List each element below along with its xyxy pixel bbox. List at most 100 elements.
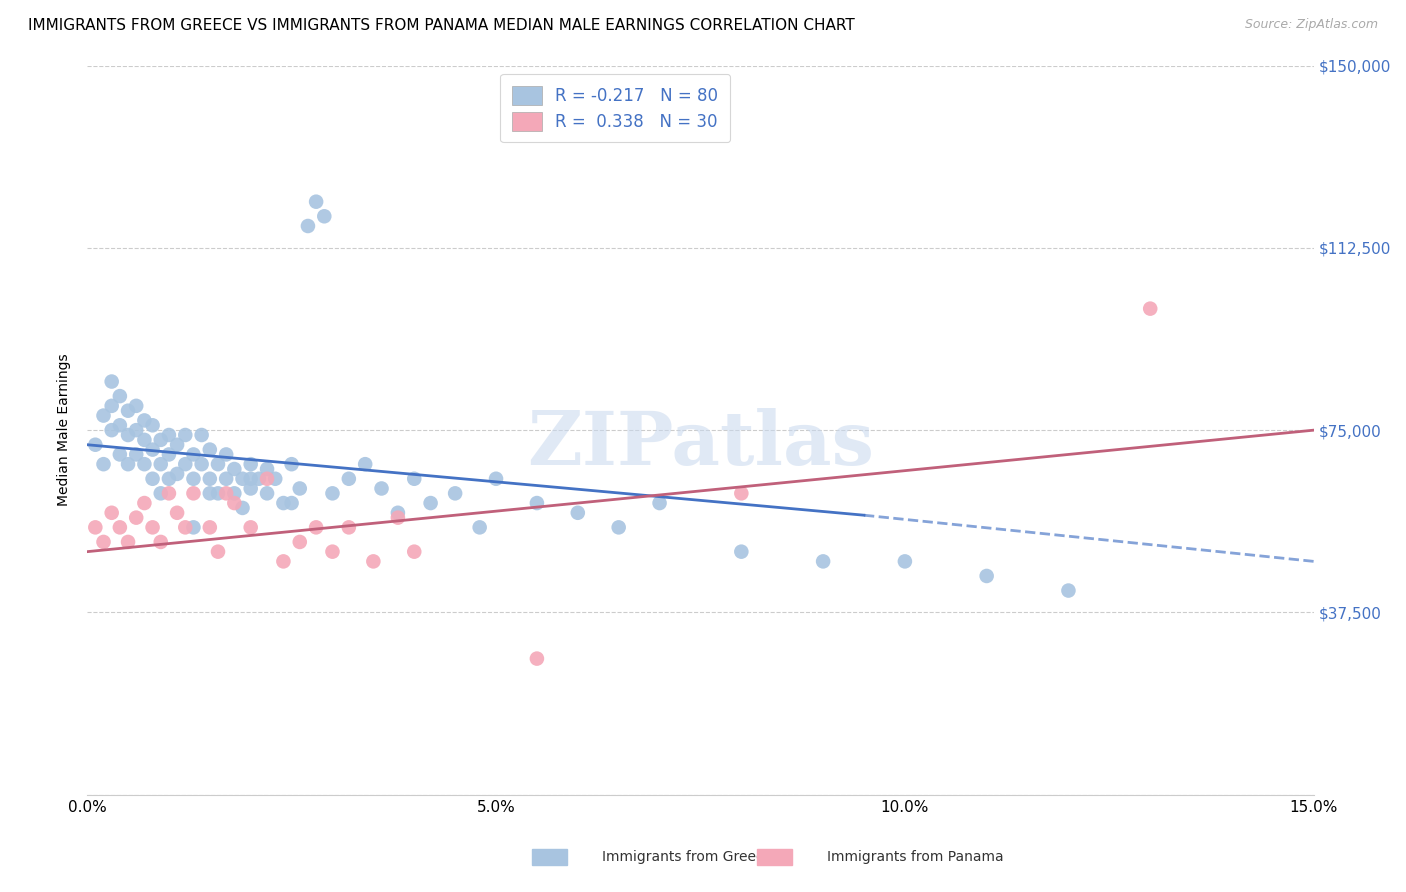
Point (247, 472, 270, 486)
Point (526, 496, 548, 510)
Point (976, 569, 998, 583)
Point (93, 535, 115, 549)
Point (183, 472, 205, 486)
Point (231, 472, 253, 486)
Point (125, 423, 148, 437)
Point (321, 544, 343, 558)
Point (273, 496, 295, 510)
Point (93, 409, 115, 423)
Point (256, 472, 278, 486)
Point (224, 486, 246, 500)
Point (125, 399, 148, 413)
Point (811, 554, 834, 568)
Point (174, 428, 197, 442)
Point (404, 544, 426, 558)
Text: Immigrants from Greece: Immigrants from Greece (602, 850, 772, 864)
Point (183, 447, 205, 461)
Text: Immigrants from Panama: Immigrants from Panama (827, 850, 1004, 864)
Point (134, 413, 156, 427)
Point (239, 457, 262, 471)
Point (730, 544, 752, 558)
Point (183, 486, 205, 500)
Point (894, 554, 917, 568)
Point (305, 520, 328, 534)
Point (84, 520, 107, 534)
Point (215, 447, 238, 461)
Point (468, 520, 491, 534)
Point (198, 442, 221, 457)
Point (100, 506, 122, 520)
Point (215, 486, 238, 500)
Point (100, 423, 122, 437)
Point (157, 486, 180, 500)
Point (224, 462, 246, 476)
Text: IMMIGRANTS FROM GREECE VS IMMIGRANTS FROM PANAMA MEDIAN MALE EARNINGS CORRELATIO: IMMIGRANTS FROM GREECE VS IMMIGRANTS FRO… (28, 18, 855, 33)
Point (314, 209, 336, 223)
Point (190, 457, 212, 471)
Point (224, 496, 246, 510)
Point (256, 462, 278, 476)
Legend: R = -0.217   N = 80, R =  0.338   N = 30: R = -0.217 N = 80, R = 0.338 N = 30 (501, 74, 730, 143)
Point (444, 486, 467, 500)
Point (142, 418, 165, 433)
Point (370, 482, 392, 496)
Point (239, 520, 262, 534)
Point (108, 520, 131, 534)
Point (142, 442, 165, 457)
Point (207, 544, 229, 558)
Point (174, 520, 197, 534)
Point (288, 482, 311, 496)
Point (1057, 583, 1080, 598)
Point (198, 486, 221, 500)
Point (337, 472, 360, 486)
Point (264, 472, 287, 486)
Point (157, 428, 180, 442)
Point (321, 486, 343, 500)
Point (117, 535, 139, 549)
Point (231, 500, 253, 515)
Point (125, 447, 148, 461)
Point (280, 496, 302, 510)
Point (134, 457, 156, 471)
Y-axis label: Median Male Earnings: Median Male Earnings (58, 354, 72, 507)
Point (607, 520, 630, 534)
Point (387, 510, 409, 524)
Point (215, 472, 238, 486)
Point (485, 472, 508, 486)
Point (117, 403, 139, 417)
Point (84, 438, 107, 452)
Point (134, 496, 156, 510)
Point (404, 472, 426, 486)
Point (256, 486, 278, 500)
Point (648, 496, 671, 510)
Point (419, 496, 441, 510)
Point (93, 457, 115, 471)
Point (166, 506, 188, 520)
Point (730, 486, 752, 500)
Point (207, 486, 229, 500)
Point (117, 428, 139, 442)
Point (108, 447, 131, 461)
Point (134, 433, 156, 447)
Point (149, 457, 172, 471)
Point (190, 428, 212, 442)
Point (117, 457, 139, 471)
Point (174, 457, 197, 471)
Point (142, 472, 165, 486)
Point (149, 535, 172, 549)
Point (166, 467, 188, 481)
Point (337, 520, 360, 534)
Point (100, 375, 122, 389)
Point (354, 457, 377, 471)
Point (157, 447, 180, 461)
Point (157, 472, 180, 486)
Point (239, 472, 262, 486)
Point (198, 520, 221, 534)
Point (280, 457, 302, 471)
Point (387, 506, 409, 520)
Point (273, 554, 295, 568)
Point (363, 554, 385, 568)
Point (239, 482, 262, 496)
Point (297, 219, 319, 233)
Point (1139, 301, 1161, 316)
